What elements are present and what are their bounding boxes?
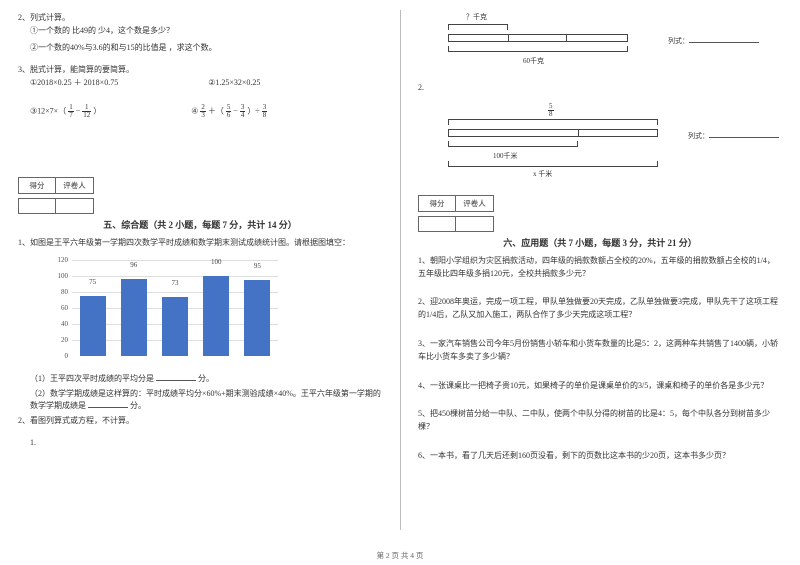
sec5-s2: （2）数学学期成绩是这样算的：平时成绩平均分×60%+期末测验成绩×40%。王平…: [18, 388, 382, 411]
chart-ytick: 20: [48, 336, 68, 344]
chart-value-label: 100: [203, 258, 229, 266]
d2-formula: 列式：: [688, 129, 779, 141]
score-blank-6: [419, 217, 456, 231]
frac-5-6: 56: [226, 104, 232, 119]
chart-value-label: 95: [244, 262, 270, 270]
d1-bot-label: 60千克: [523, 56, 544, 66]
q2-b: ②一个数的40%与3.6的和与15的比值是 ，求这个数。: [18, 42, 382, 55]
sec5-q2-1: 1.: [18, 438, 382, 447]
chart-bar: [203, 276, 229, 356]
q2: 2、列式计算。 ①一个数的 比49的 少4，这个数是多少？ ②一个数的40%与3…: [18, 12, 382, 54]
sec6-q4: 4、一张课桌比一把椅子贵10元，如果椅子的单价是课桌单价的3/5，课桌和椅子的单…: [418, 380, 782, 393]
sec5-q2: 2、看图列算式或方程，不计算。: [18, 415, 382, 428]
sec6-questions: 1、朝阳小学组织为灾区捐款活动，四年级的捐款数额占全校的20%，五年级的捐款数额…: [418, 255, 782, 463]
chart-value-label: 75: [80, 278, 106, 286]
q3-head: 3、脱式计算，能简算的要简算。: [18, 64, 382, 77]
s1a: （1）王平四次平时成绩的平均分是: [30, 374, 154, 383]
chart-ytick: 120: [48, 256, 68, 264]
q3-a: ①2018×0.25 ＋ 2018×0.75: [30, 77, 118, 90]
score-box-6: 得分 评卷人: [418, 195, 494, 212]
bar-chart: 02040608010012075967310095: [48, 260, 278, 370]
chart-ytick: 100: [48, 272, 68, 280]
q3d-plus: ＋（: [208, 106, 224, 115]
q3d-close: ）÷: [247, 106, 261, 115]
sec6-q3: 3、一家汽车销售公司今年5月份销售小轿车和小货车数量的比是5：2，这两种车共销售…: [418, 338, 782, 364]
q3-b: ②1.25×32×0.25: [208, 77, 260, 90]
d2-brace-mid: [448, 141, 578, 147]
chart-bar: [121, 279, 147, 356]
page-footer: 第 2 页 共 4 页: [0, 550, 800, 561]
q3c-post: ）: [93, 106, 101, 115]
chart-ytick: 40: [48, 320, 68, 328]
q3c-pre: ③12×7×（: [30, 106, 66, 115]
q3: 3、脱式计算，能简算的要简算。 ①2018×0.25 ＋ 2018×0.75 ②…: [18, 64, 382, 119]
d2-brace-top: [448, 119, 658, 125]
q2-a: ①一个数的 比49的 少4，这个数是多少？: [18, 25, 382, 38]
s1b: 分。: [198, 374, 214, 383]
d2-bot-label: x 千米: [533, 169, 552, 179]
d1-brace-top: [448, 24, 508, 30]
sec6-q5: 5、把450棵树苗分给一中队、二中队，使两个中队分得的树苗的比是4：5，每个中队…: [418, 408, 782, 434]
chart-value-label: 96: [121, 261, 147, 269]
chart-ytick: 60: [48, 304, 68, 312]
d1-bar: [448, 34, 628, 42]
frac-2-3: 23: [200, 104, 206, 119]
d1-brace-bot: [448, 46, 628, 52]
diagram-2: 58 100千米 x 千米 列式：: [438, 105, 782, 177]
q3d-pref: ④: [191, 106, 198, 115]
right-num2: 2.: [418, 82, 782, 95]
s2a: （2）数学学期成绩是这样算的：平时成绩平均分×60%+期末测验成绩×40%。王平…: [30, 389, 381, 410]
sec6-q2: 2、迎2008年奥运，完成一项工程，甲队单独做要20天完成，乙队单独做要3完成，…: [418, 296, 782, 322]
q2-head: 2、列式计算。: [18, 12, 382, 25]
sec6-q1: 1、朝阳小学组织为灾区捐款活动，四年级的捐款数额占全校的20%，五年级的捐款数额…: [418, 255, 782, 281]
grader-blank: [56, 199, 93, 213]
grader-label-6: 评卷人: [456, 196, 493, 211]
score-label-6: 得分: [419, 196, 456, 211]
chart-bar: [162, 297, 188, 355]
column-divider: [400, 10, 401, 530]
frac-1-7: 17: [68, 104, 74, 119]
d2-bar: [448, 129, 658, 137]
chart-ytick: 80: [48, 288, 68, 296]
chart-bar: [244, 280, 270, 356]
sec5-q1: 1、如图是王平六年级第一学期四次数学平时成绩和数学期末测试成绩统计图。请根据图填…: [18, 237, 382, 250]
grader-label: 评卷人: [56, 178, 93, 193]
d2-frac: 58: [548, 103, 554, 118]
section-5-title: 五、综合题（共 2 小题，每题 7 分，共计 14 分）: [18, 218, 382, 231]
d1-top-label: ？千克: [466, 12, 487, 22]
sec5-s1: （1）王平四次平时成绩的平均分是 分。: [18, 372, 382, 384]
grader-blank-6: [456, 217, 493, 231]
q3-c: ③12×7×（ 17 − 112 ）: [30, 104, 101, 119]
score-blank: [19, 199, 56, 213]
d2-mid-label: 100千米: [493, 151, 518, 161]
frac-3-4: 34: [240, 104, 246, 119]
blank-1: [156, 372, 196, 381]
chart-ytick: 0: [48, 352, 68, 360]
d1-formula: 列式：: [668, 34, 759, 46]
frac-3-8: 38: [262, 104, 268, 119]
diagram-1: ？千克 60千克 列式：: [438, 12, 782, 74]
sec6-q6: 6、一本书，看了几天后还剩160页没看，剩下的页数比这本书的少20页，这本书多少…: [418, 450, 782, 463]
s2b: 分。: [130, 401, 146, 410]
chart-bar: [80, 296, 106, 356]
q3-d: ④ 23 ＋（ 56 − 34 ）÷ 38: [191, 104, 267, 119]
frac-1-12: 112: [82, 104, 91, 119]
blank-2: [88, 399, 128, 408]
left-column: 2、列式计算。 ①一个数的 比49的 少4，这个数是多少？ ②一个数的40%与3…: [0, 0, 400, 540]
right-column: ？千克 60千克 列式： 2. 58 100千米 x 千米: [400, 0, 800, 540]
score-box-5: 得分 评卷人: [18, 177, 94, 194]
section-6-title: 六、应用题（共 7 小题，每题 3 分，共计 21 分）: [418, 236, 782, 249]
chart-value-label: 73: [162, 279, 188, 287]
score-label: 得分: [19, 178, 56, 193]
d2-brace-bot: [448, 161, 658, 167]
